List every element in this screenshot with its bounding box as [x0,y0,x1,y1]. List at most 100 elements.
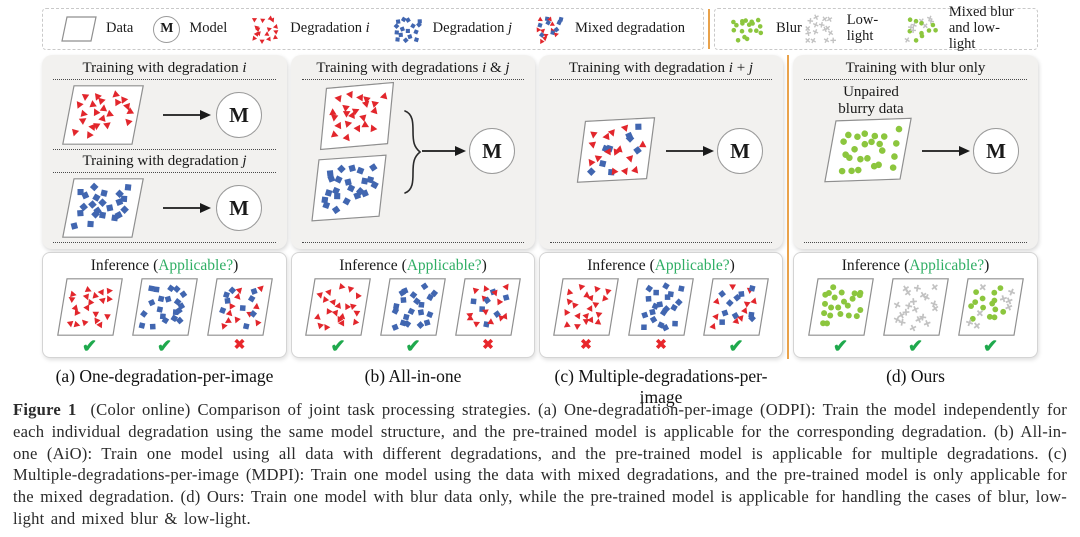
inference-case: ✖ [628,278,694,356]
legend-item-degradation-j: Degradation j [390,14,512,45]
data-parallelogram [56,278,123,336]
legend-orange-divider [708,9,710,49]
legend-label-blur: Blur [776,20,802,37]
data-parallelogram [957,278,1024,336]
inference-case: ✖ [553,278,619,356]
legend-label-low-light: Low-light [846,12,879,44]
figure-caption: Figure 1 (Color online) Comparison of joi… [13,399,1067,530]
legend-item-blur: Blur [729,13,802,45]
panel-a-inference-box: Inference (Applicable?) ✔ ✔ ✖ [42,252,287,358]
data-parallelogram [553,278,619,336]
data-parallelogram [882,278,949,336]
legend-item-degradation-i: Degradation i [247,14,370,45]
model-circle: M [469,128,515,174]
inference-case: ✔ [380,278,446,356]
data-parallelogram [573,117,658,183]
applicability-mark-icon: ✖ [233,338,246,353]
model-circle: M [216,92,262,138]
data-parallelogram [206,278,273,336]
arrow-icon [421,144,467,158]
arrow-icon [665,144,715,158]
legend-label-data: Data [106,20,134,37]
inference-case: ✖ [455,278,521,356]
arrow-icon [921,144,971,158]
data-parallelogram [62,85,144,145]
panel-c: Training with degradation i + j M Infere… [539,55,783,408]
inference-title: Inference (Applicable?) [587,257,735,274]
panel-b-inference-box: Inference (Applicable?) ✔ ✔ ✖ [291,252,535,358]
training-title: Training with degradation j [82,153,247,169]
applicability-mark-icon: ✔ [405,336,421,356]
applicability-mark-icon: ✔ [81,336,98,356]
legend-label-mixed-degradation: Mixed degradation [575,20,685,37]
data-parallelogram [455,278,521,336]
panel-d: Training with blur only Unpaired blurry … [793,55,1038,387]
inference-case: ✔ [131,278,198,356]
inference-case: ✔ [305,278,371,356]
model-circle-icon: M [153,15,181,43]
dotted-divider [53,172,276,173]
data-parallelogram-icon [61,16,97,42]
dotted-divider [550,79,772,80]
arrow-icon [162,108,212,122]
training-title: Training with blur only [845,60,986,76]
data-parallelogram [62,178,144,238]
panels-row: Training with degradation i M Training w… [42,55,1038,408]
training-title: Training with degradations i & j [316,60,510,76]
dotted-divider [804,242,1027,243]
data-parallelogram [305,278,371,336]
panel-d-training-box: Training with blur only Unpaired blurry … [793,55,1038,249]
panel-a: Training with degradation i M Training w… [42,55,287,387]
panel-b-caption: (b) All-in-one [364,366,462,386]
model-circle: M [973,128,1019,174]
data-parallelogram [807,278,874,336]
unpaired-blurry-data-label: Unpaired blurry data [838,84,904,117]
panel-b-training-box: Training with degradations i & j M [291,55,535,249]
inference-case: ✔ [957,278,1024,356]
panel-c-inference-box: Inference (Applicable?) ✖ ✖ ✔ [539,252,783,358]
applicability-mark-icon: ✖ [482,338,494,353]
model-letter: M [986,138,1006,163]
legend-item-data: Data [61,16,133,42]
arrow-icon [162,201,212,215]
inference-case: ✔ [807,278,874,356]
applicability-mark-icon: ✔ [982,336,999,356]
legend-row: Data M Model Degradation i Degradation j… [42,4,1038,52]
inference-case: ✔ [882,278,949,356]
model-letter: M [160,21,174,36]
panel-d-inference-box: Inference (Applicable?) ✔ ✔ ✔ [793,252,1038,358]
dotted-divider [53,242,276,243]
mixed-blur-low-light-scatter-icon [902,13,940,45]
dotted-divider [804,79,1027,80]
applicability-mark-icon: ✔ [832,336,849,356]
degradation-i-scatter-icon [247,14,281,45]
model-letter: M [229,195,249,220]
model-circle: M [216,185,262,231]
data-parallelogram [131,278,198,336]
panel-c-caption: (c) Multiple-degradations-per-image [554,366,768,407]
inference-case: ✔ [703,278,769,356]
data-parallelogram [314,81,399,151]
data-parallelogram [703,278,769,336]
panel-a-training-row-i: Training with degradation i M [50,58,279,151]
inference-case: ✖ [206,278,273,356]
data-parallelogram [307,154,391,222]
panel-b: Training with degradations i & j M Infer [291,55,535,387]
model-letter: M [482,138,502,163]
applicability-mark-icon: ✖ [655,338,667,353]
brace-icon [403,109,422,195]
legend-label-degradation-j: Degradation j [432,20,512,37]
data-parallelogram [822,117,914,183]
model-circle: M [717,128,763,174]
blur-scatter-icon [729,13,767,45]
model-letter: M [730,138,750,163]
dotted-divider [550,242,772,243]
panel-a-training-box: Training with degradation i M Training w… [42,55,287,249]
dotted-divider [53,79,276,80]
panel-orange-divider [787,55,789,359]
legend-item-mixed-degradation: Mixed degradation [532,14,685,45]
figure-caption-label: Figure 1 [13,400,77,419]
dotted-divider [302,242,524,243]
legend-right-box: Blur Low-light Mixed blur and low-light [714,4,1038,52]
